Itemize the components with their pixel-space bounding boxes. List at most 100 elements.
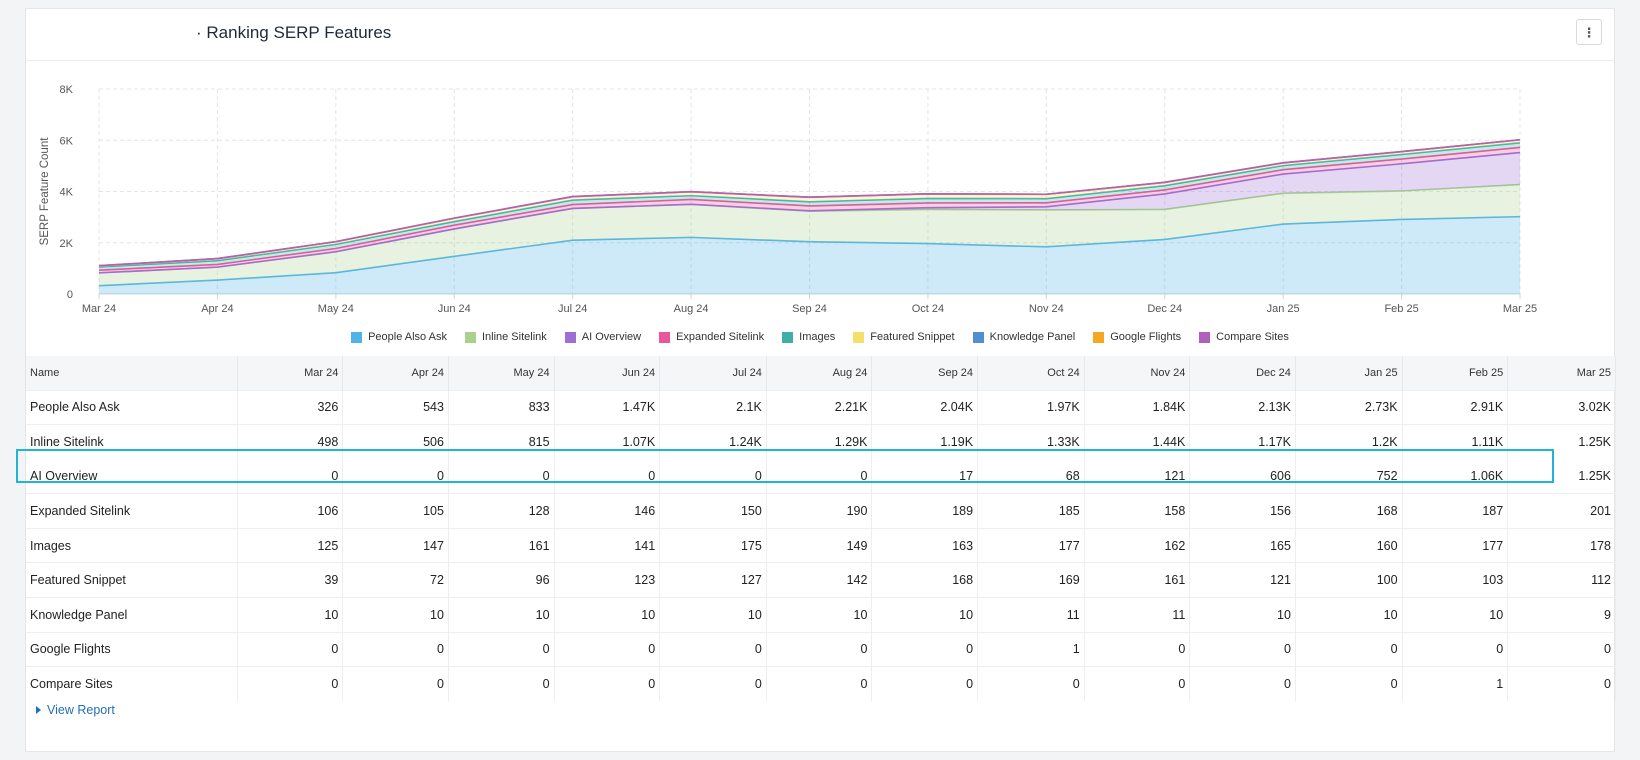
chart-legend: People Also Ask Inline Sitelink AI Overvie…	[26, 328, 1614, 346]
table-cell: 0	[342, 459, 449, 494]
legend-swatch	[659, 331, 671, 343]
table-cell: 0	[977, 666, 1085, 702]
table-cell: 106	[237, 493, 344, 529]
column-header[interactable]: Mar 25	[1507, 356, 1616, 390]
column-header[interactable]: Jan 25	[1295, 356, 1403, 390]
x-tick-label: Sep 24	[792, 303, 827, 315]
table-cell: 543	[342, 389, 449, 425]
table-cell: 752	[1295, 459, 1403, 494]
table-cell: 112	[1507, 562, 1616, 598]
table-cell: 0	[237, 631, 344, 667]
table-cell: 10	[659, 597, 767, 633]
table-cell: 815	[448, 424, 555, 460]
legend-label: AI Overview	[581, 331, 642, 343]
series-area	[99, 147, 1520, 273]
row-name: Knowledge Panel	[26, 597, 238, 633]
view-report-link[interactable]: View Report	[36, 703, 115, 717]
column-header-name[interactable]: Name	[26, 356, 238, 390]
row-name: Compare Sites	[26, 666, 238, 702]
legend-swatch	[1199, 331, 1211, 343]
table-cell: 147	[342, 527, 449, 563]
table-cell: 177	[977, 527, 1085, 563]
table-cell: 1.25K	[1507, 424, 1616, 460]
row-name: Featured Snippet	[26, 562, 238, 598]
column-header[interactable]: Apr 24	[342, 356, 449, 390]
series-area	[99, 216, 1520, 294]
card-menu-button[interactable]: ⋮	[1576, 19, 1602, 45]
series-line	[98, 142, 1521, 268]
caret-right-icon	[36, 706, 41, 714]
legend-swatch	[972, 331, 984, 343]
table-cell: 1.29K	[766, 424, 873, 460]
table-cell: 123	[554, 562, 661, 598]
row-name: Inline Sitelink	[26, 424, 238, 460]
column-header[interactable]: Aug 24	[766, 356, 873, 390]
table-cell: 0	[554, 666, 661, 702]
table-cell: 190	[766, 493, 873, 529]
card-header: · Ranking SERP Features ⋮	[26, 9, 1614, 61]
column-header[interactable]: Oct 24	[977, 356, 1085, 390]
series-line	[98, 151, 1521, 274]
column-header[interactable]: Dec 24	[1189, 356, 1296, 390]
table-cell: 1.11K	[1402, 424, 1509, 460]
column-header[interactable]: May 24	[448, 356, 555, 390]
legend-item[interactable]: AI Overview	[564, 331, 642, 343]
legend-item[interactable]: Knowledge Panel	[972, 331, 1076, 343]
table-cell: 128	[448, 493, 555, 529]
column-header[interactable]: Jul 24	[659, 356, 767, 390]
legend-swatch	[782, 331, 794, 343]
table-cell: 10	[1402, 597, 1509, 633]
table-cell: 162	[1084, 527, 1191, 563]
table-cell: 0	[342, 631, 449, 667]
x-tick-label: Mar 24	[82, 303, 116, 315]
legend-item[interactable]: People Also Ask	[351, 331, 447, 343]
legend-item[interactable]: Images	[782, 331, 835, 343]
legend-label: People Also Ask	[368, 331, 447, 343]
table-cell: 1.2K	[1295, 424, 1403, 460]
y-tick-label: 8K	[60, 84, 74, 96]
table-cell: 0	[871, 631, 979, 667]
legend-swatch	[1093, 331, 1105, 343]
table-row: People Also Ask 326 543 833 1.47K 2.1K 2.21K 2.…	[26, 389, 1616, 425]
legend-swatch	[464, 331, 476, 343]
table-cell: 0	[1189, 666, 1296, 702]
table-cell: 10	[554, 597, 661, 633]
table-cell: 0	[1507, 631, 1616, 667]
legend-item[interactable]: Google Flights	[1093, 331, 1181, 343]
table-cell: 10	[1295, 597, 1403, 633]
more-vertical-icon: ⋮	[1582, 24, 1596, 40]
legend-swatch	[564, 331, 576, 343]
column-header[interactable]: Feb 25	[1402, 356, 1509, 390]
legend-label: Knowledge Panel	[989, 331, 1076, 343]
row-name: Google Flights	[26, 631, 238, 667]
legend-item[interactable]: Featured Snippet	[853, 331, 955, 343]
column-header[interactable]: Sep 24	[871, 356, 979, 390]
table-cell: 0	[659, 631, 767, 667]
column-header[interactable]: Jun 24	[554, 356, 661, 390]
table-cell: 1.97K	[977, 389, 1085, 425]
table-cell: 1	[977, 631, 1085, 667]
legend-swatch	[853, 331, 865, 343]
legend-item[interactable]: Expanded Sitelink	[659, 331, 764, 343]
table-row: Images 125 147 161 141 175 149 163 177 162 165 160 1…	[26, 527, 1616, 563]
legend-item[interactable]: Inline Sitelink	[464, 331, 547, 343]
column-header[interactable]: Nov 24	[1084, 356, 1191, 390]
table-cell: 0	[659, 666, 767, 702]
y-tick-label: 4K	[60, 187, 74, 199]
table-cell: 169	[977, 562, 1085, 598]
table-cell: 11	[977, 597, 1085, 633]
row-name: Images	[26, 527, 238, 563]
x-tick-label: Jun 24	[438, 303, 471, 315]
table-cell: 156	[1189, 493, 1296, 529]
table-row: Featured Snippet 39 72 96 123 127 142 168 169 161…	[26, 562, 1616, 598]
legend-item[interactable]: Compare Sites	[1199, 331, 1289, 343]
x-tick-label: Mar 25	[1503, 303, 1537, 315]
column-header[interactable]: Mar 24	[237, 356, 344, 390]
table-cell: 149	[766, 527, 873, 563]
table-cell: 0	[342, 666, 449, 702]
table-cell: 2.73K	[1295, 389, 1403, 425]
legend-label: Expanded Sitelink	[676, 331, 765, 343]
table-cell: 2.21K	[766, 389, 873, 425]
table-cell: 0	[766, 459, 873, 494]
table-cell: 326	[237, 389, 344, 425]
